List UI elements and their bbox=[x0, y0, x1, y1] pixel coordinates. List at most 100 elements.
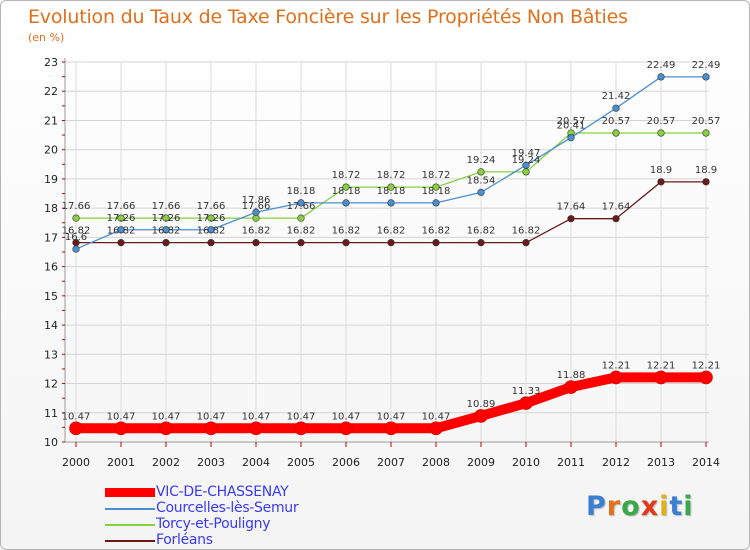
x-tick-label: 2006 bbox=[332, 456, 360, 469]
y-tick-label: 17 bbox=[44, 231, 58, 244]
data-label: 19.24 bbox=[467, 155, 496, 166]
data-point bbox=[657, 129, 665, 137]
data-point bbox=[474, 409, 488, 423]
data-point bbox=[477, 188, 485, 196]
chart-title: Evolution du Taux de Taxe Foncière sur l… bbox=[28, 6, 628, 28]
data-point bbox=[387, 199, 395, 207]
data-point bbox=[159, 421, 173, 436]
data-label: 17.66 bbox=[287, 201, 316, 212]
x-tick-label: 2009 bbox=[467, 456, 495, 469]
data-label: 16.82 bbox=[467, 226, 496, 237]
data-point bbox=[702, 73, 710, 81]
data-label: 17.66 bbox=[107, 201, 136, 212]
data-label: 17.66 bbox=[197, 201, 226, 212]
data-label: 22.49 bbox=[647, 60, 676, 71]
data-label: 16.82 bbox=[332, 226, 361, 237]
data-point bbox=[162, 226, 170, 234]
data-point bbox=[252, 208, 260, 216]
legend-label: Courcelles-lès-Semur bbox=[156, 500, 299, 516]
data-point bbox=[567, 215, 575, 223]
data-label: 18.72 bbox=[422, 170, 451, 181]
data-label: 10.47 bbox=[107, 411, 136, 422]
data-label: 18.18 bbox=[332, 186, 361, 197]
legend-swatch bbox=[105, 508, 155, 510]
data-point bbox=[432, 199, 440, 207]
data-point bbox=[249, 421, 263, 436]
data-label: 18.9 bbox=[695, 165, 717, 176]
data-label: 17.66 bbox=[152, 201, 181, 212]
data-point bbox=[609, 370, 623, 385]
data-label: 10.47 bbox=[332, 411, 361, 422]
data-label: 17.26 bbox=[197, 213, 226, 224]
data-point bbox=[702, 178, 710, 186]
data-point bbox=[432, 183, 440, 191]
y-tick-label: 12 bbox=[44, 378, 58, 391]
data-label: 16.82 bbox=[377, 226, 406, 237]
legend-swatch bbox=[105, 488, 155, 497]
legend-swatch bbox=[105, 524, 155, 526]
data-label: 10.89 bbox=[467, 399, 496, 410]
data-label: 20.57 bbox=[602, 116, 631, 127]
data-point bbox=[522, 161, 530, 169]
y-tick-label: 20 bbox=[44, 144, 58, 157]
data-label: 10.47 bbox=[197, 411, 226, 422]
data-label: 17.86 bbox=[242, 195, 271, 206]
x-tick-label: 2007 bbox=[377, 456, 405, 469]
data-label: 20.57 bbox=[647, 116, 676, 127]
data-point bbox=[612, 129, 620, 137]
y-tick-label: 19 bbox=[44, 173, 58, 186]
data-point bbox=[477, 168, 485, 176]
legend-label: Torcy-et-Pouligny bbox=[156, 516, 271, 532]
data-label: 20.57 bbox=[692, 116, 721, 127]
x-tick-label: 2008 bbox=[422, 456, 450, 469]
data-point bbox=[297, 199, 305, 207]
data-point bbox=[519, 396, 533, 410]
y-tick-label: 14 bbox=[44, 319, 58, 332]
data-point bbox=[384, 421, 398, 436]
y-tick-label: 23 bbox=[44, 56, 58, 69]
x-tick-label: 2011 bbox=[557, 456, 585, 469]
data-point bbox=[114, 421, 128, 436]
data-label: 18.18 bbox=[422, 186, 451, 197]
data-label: 16.82 bbox=[107, 226, 136, 237]
data-label: 12.21 bbox=[647, 360, 676, 371]
data-point bbox=[297, 239, 305, 247]
data-point bbox=[162, 239, 170, 247]
data-point bbox=[207, 214, 215, 222]
y-tick-label: 13 bbox=[44, 348, 58, 361]
x-tick-label: 2003 bbox=[197, 456, 225, 469]
x-tick-label: 2002 bbox=[152, 456, 180, 469]
data-label: 12.21 bbox=[602, 360, 631, 371]
data-point bbox=[567, 134, 575, 142]
data-label: 17.26 bbox=[152, 213, 181, 224]
data-point bbox=[657, 73, 665, 81]
y-tick-label: 15 bbox=[44, 290, 58, 303]
data-point bbox=[342, 239, 350, 247]
data-label: 16.82 bbox=[152, 226, 181, 237]
data-label: 18.72 bbox=[332, 170, 361, 181]
data-label: 17.66 bbox=[62, 201, 91, 212]
data-point bbox=[432, 239, 440, 247]
data-point bbox=[654, 370, 668, 385]
data-label: 22.49 bbox=[692, 60, 721, 71]
data-label: 16.82 bbox=[422, 226, 451, 237]
data-label: 18.72 bbox=[377, 170, 406, 181]
data-label: 16.82 bbox=[242, 226, 271, 237]
y-tick-label: 22 bbox=[44, 85, 58, 98]
data-point bbox=[657, 178, 665, 186]
data-label: 18.54 bbox=[467, 175, 496, 186]
data-label: 16.6 bbox=[65, 232, 87, 243]
y-tick-label: 10 bbox=[44, 436, 58, 449]
legend-label: VIC-DE-CHASSENAY bbox=[156, 484, 289, 500]
data-label: 12.21 bbox=[692, 360, 721, 371]
y-tick-label: 18 bbox=[44, 202, 58, 215]
data-point bbox=[702, 129, 710, 137]
data-label: 10.47 bbox=[62, 411, 91, 422]
data-label: 19.47 bbox=[512, 148, 541, 159]
data-label: 19.24 bbox=[512, 155, 541, 166]
data-label: 16.82 bbox=[62, 226, 91, 237]
data-point bbox=[252, 239, 260, 247]
data-label: 18.18 bbox=[377, 186, 406, 197]
x-tick-label: 2001 bbox=[107, 456, 135, 469]
